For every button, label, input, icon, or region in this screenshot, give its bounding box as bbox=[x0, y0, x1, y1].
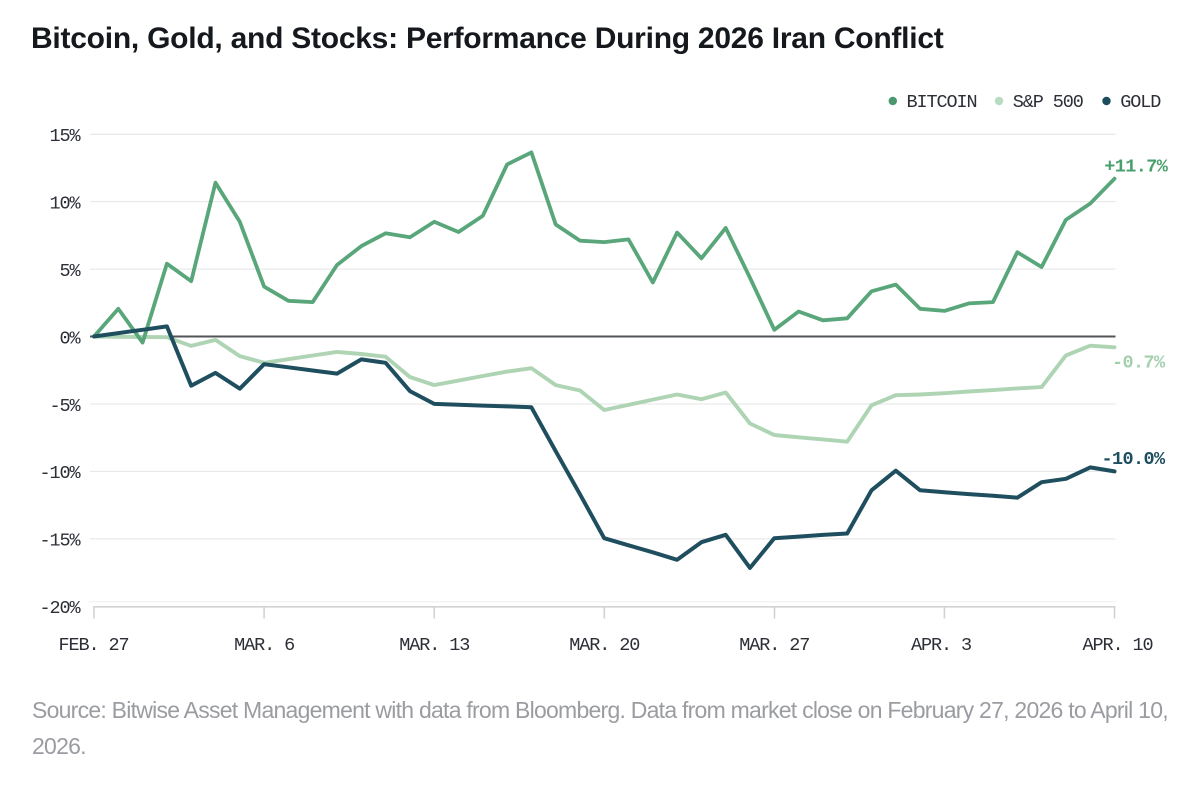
svg-text:-0.7%: -0.7% bbox=[1112, 352, 1166, 373]
svg-text:0%: 0% bbox=[59, 328, 81, 349]
svg-text:MAR. 6: MAR. 6 bbox=[234, 635, 294, 656]
svg-text:-5%: -5% bbox=[49, 396, 81, 417]
svg-text:S&P 500: S&P 500 bbox=[1013, 92, 1083, 113]
svg-text:-20%: -20% bbox=[39, 598, 81, 619]
svg-text:15%: 15% bbox=[49, 126, 81, 147]
svg-text:-10%: -10% bbox=[39, 463, 81, 484]
svg-text:FEB. 27: FEB. 27 bbox=[58, 635, 128, 656]
svg-text:BITCOIN: BITCOIN bbox=[907, 92, 977, 113]
svg-text:5%: 5% bbox=[59, 261, 81, 282]
svg-text:+11.7%: +11.7% bbox=[1104, 156, 1169, 177]
svg-text:GOLD: GOLD bbox=[1120, 92, 1161, 113]
svg-text:APR. 10: APR. 10 bbox=[1082, 635, 1152, 656]
svg-text:MAR. 20: MAR. 20 bbox=[569, 635, 639, 656]
svg-text:APR. 3: APR. 3 bbox=[911, 635, 971, 656]
svg-text:-15%: -15% bbox=[39, 531, 81, 552]
svg-text:MAR. 27: MAR. 27 bbox=[739, 635, 809, 656]
svg-text:10%: 10% bbox=[49, 193, 81, 214]
svg-text:-10.0%: -10.0% bbox=[1101, 449, 1166, 470]
svg-text:MAR. 13: MAR. 13 bbox=[399, 635, 469, 656]
